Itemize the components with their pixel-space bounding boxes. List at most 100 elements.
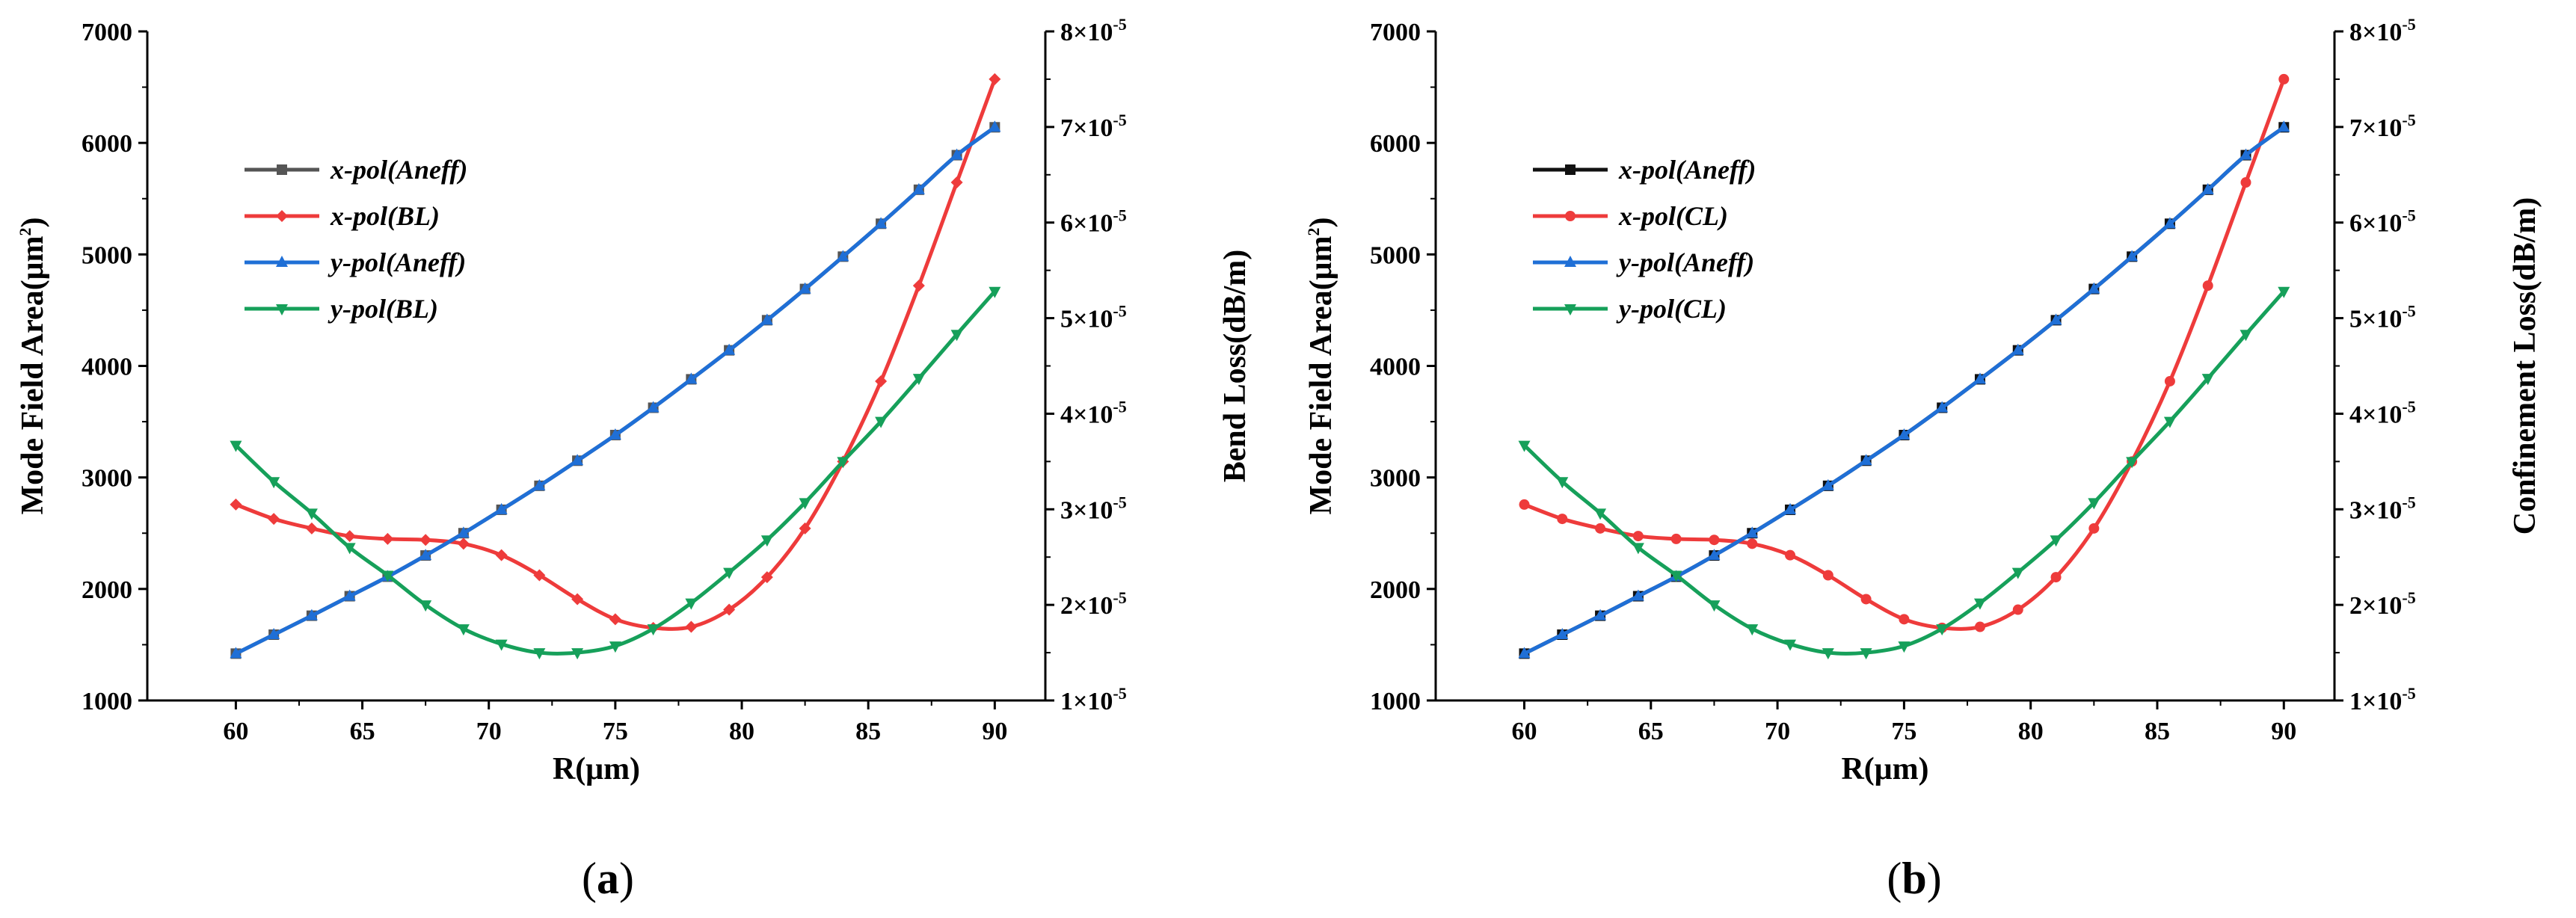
y-right-tick-exponent: -5: [2402, 397, 2415, 416]
legend-label: x-pol(Aneff): [330, 155, 467, 185]
data-point: [837, 250, 849, 262]
legend-marker: [1565, 211, 1576, 221]
x-tick-label: 75: [603, 718, 628, 745]
y-right-tick-exponent: -5: [2402, 588, 2415, 607]
data-point: [950, 330, 963, 342]
series-line: [234, 290, 997, 656]
data-point: [2163, 217, 2176, 229]
data-point: [1595, 523, 1606, 534]
data-point: [1785, 549, 1796, 561]
y-right-axis-title: Confinement Loss(dB/m): [2508, 197, 2542, 535]
data-point: [2278, 286, 2290, 298]
data-point: [2240, 177, 2251, 188]
data-point: [989, 120, 1001, 132]
y-right-tick-label: 7×10-5: [1060, 111, 1127, 142]
data-point: [2050, 313, 2062, 325]
data-point: [1632, 589, 1644, 601]
series-y-pol(CL): [1518, 286, 2290, 660]
data-point: [1746, 526, 1759, 538]
data-point: [685, 372, 698, 384]
y-right-tick-exponent: -5: [1113, 206, 1126, 225]
y-left-tick-label: 3000: [1370, 465, 1421, 493]
y-right-tick-base: 5×10: [2349, 306, 2402, 333]
data-point: [419, 534, 432, 546]
x-tick-label: 80: [2018, 718, 2044, 745]
data-point: [723, 603, 736, 616]
y-right-tick-label: 5×10-5: [1060, 302, 1127, 333]
y-left-title-text: Mode Field Area(μm: [16, 236, 50, 515]
y-left-tick-label: 7000: [1370, 19, 1421, 46]
x-tick-label: 90: [2271, 718, 2296, 745]
data-point: [2012, 604, 2023, 615]
y-right-tick-label: 4×10-5: [2349, 397, 2416, 428]
y-right-tick-label: 2×10-5: [1060, 588, 1127, 620]
y-right-tick-exponent: -5: [2402, 206, 2415, 225]
y-right-tick-label: 1×10-5: [1060, 684, 1127, 715]
data-point: [2050, 535, 2062, 547]
x-tick-label: 65: [350, 718, 375, 745]
data-point: [2011, 567, 2024, 579]
data-point: [875, 217, 888, 229]
y-right-tick-exponent: -5: [2402, 111, 2415, 129]
data-point: [2240, 148, 2252, 160]
data-point: [912, 374, 925, 386]
legend-marker: [276, 256, 288, 267]
x-axis-title: R(μm): [553, 752, 640, 786]
y-left-title-close: ): [16, 218, 50, 228]
x-tick-label: 60: [1512, 718, 1537, 745]
data-point: [2278, 73, 2290, 84]
y-right-tick-base: 1×10: [2349, 688, 2402, 715]
y-right-tick-label: 8×10-5: [2349, 15, 2416, 46]
legend-label: x-pol(Aneff): [1618, 155, 1756, 185]
y-right-tick-exponent: -5: [1113, 684, 1126, 703]
y-right-tick-base: 4×10: [1060, 401, 1113, 428]
data-point: [230, 440, 242, 452]
y-right-tick-base: 1×10: [1060, 688, 1113, 715]
y-right-tick-exponent: -5: [2402, 493, 2415, 511]
y-left-tick-label: 7000: [82, 19, 132, 46]
data-point: [457, 624, 470, 636]
data-point: [381, 570, 394, 582]
y-left-tick-label: 2000: [82, 576, 132, 604]
data-point: [1557, 514, 1568, 525]
data-point: [1594, 508, 1607, 520]
y-left-tick-label: 2000: [1370, 576, 1421, 604]
data-point: [1746, 624, 1759, 636]
data-point: [1899, 614, 1910, 625]
data-point: [989, 73, 1001, 85]
data-point: [2088, 498, 2100, 510]
data-point: [343, 543, 356, 555]
data-point: [1594, 609, 1607, 620]
panel-caption-letter: a: [597, 854, 619, 903]
data-point: [1556, 477, 1569, 489]
data-point: [268, 627, 280, 639]
data-point: [1936, 624, 1949, 636]
y-left-tick-label: 3000: [82, 465, 132, 493]
data-point: [1670, 570, 1682, 582]
series-y-pol(BL): [230, 286, 1001, 660]
data-point: [419, 549, 432, 561]
data-point: [343, 530, 356, 543]
data-point: [723, 567, 736, 579]
data-point: [343, 589, 356, 601]
series-line: [235, 126, 996, 656]
legend-marker: [277, 164, 287, 175]
y-left-tick-label: 6000: [1370, 130, 1421, 158]
data-point: [1973, 598, 1986, 610]
y-right-tick-base: 2×10: [2349, 592, 2402, 620]
chart-panel-b: 60 65 70 75 80 85 90 1000 2000 3000 4000 5000 6000 70…: [1304, 15, 2542, 903]
data-point: [1708, 600, 1721, 612]
data-point: [609, 613, 621, 626]
y-right-tick-exponent: -5: [1113, 302, 1126, 321]
legend-marker: [1564, 256, 1576, 267]
y-right-tick-base: 4×10: [2349, 401, 2402, 428]
y-right-tick-base: 2×10: [1060, 592, 1113, 620]
y-right-tick-label: 5×10-5: [2349, 302, 2416, 333]
legend: x-pol(Aneff) x-pol(CL) y-pol(Aneff) y-pol(C…: [1533, 155, 1756, 324]
y-left-tick-label: 1000: [82, 688, 132, 715]
data-point: [1784, 502, 1797, 514]
y-right-tick-base: 3×10: [2349, 496, 2402, 524]
data-point: [1898, 641, 1911, 653]
y-left-tick-label: 4000: [82, 354, 132, 381]
data-point: [1784, 639, 1797, 651]
